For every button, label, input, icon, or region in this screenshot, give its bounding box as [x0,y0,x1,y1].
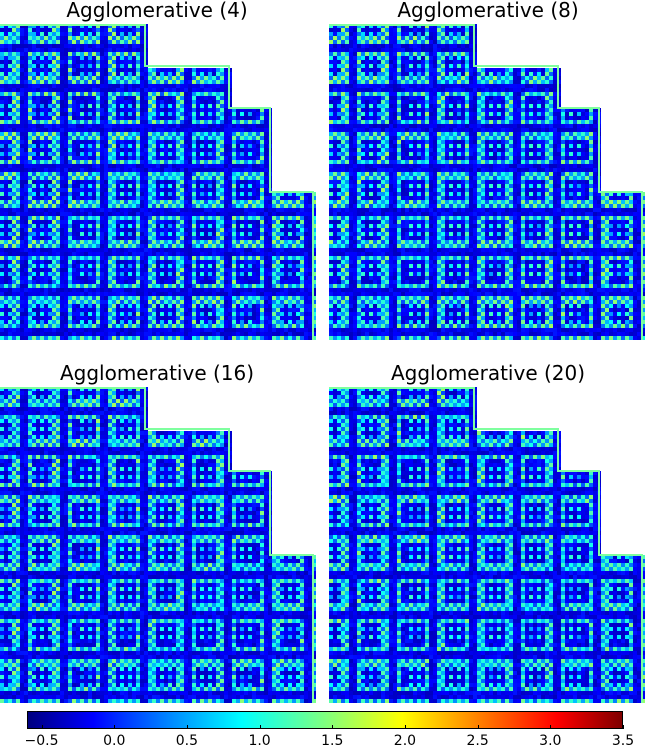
colorbar-tick-mark [623,725,624,729]
heatmap-panel-4 [329,387,645,703]
colorbar-tick-mark [550,725,552,729]
colorbar-tick-label: 1.0 [248,733,270,749]
colorbar [27,711,623,729]
colorbar-tick-label: 3.5 [612,733,634,749]
colorbar-tick-mark [114,725,116,729]
panel-title-1: Agglomerative (4) [0,0,317,20]
colorbar-tick-label: 3.0 [539,733,561,749]
colorbar-gradient [27,711,623,729]
colorbar-tick-label: 0.5 [176,733,198,749]
colorbar-tick-mark [186,725,188,729]
heatmap-panel-1 [0,24,316,340]
panel-title-3: Agglomerative (16) [0,363,317,383]
heatmap-panel-2 [329,24,645,340]
colorbar-tick-mark [332,725,334,729]
panel-title-4: Agglomerative (20) [328,363,645,383]
colorbar-tick-label: 0.0 [103,733,125,749]
panel-title-2: Agglomerative (8) [328,0,645,20]
colorbar-tick-mark [259,725,261,729]
colorbar-tick-mark [41,725,43,729]
colorbar-tick-mark [477,725,479,729]
colorbar-tick-label: −0.5 [25,733,59,749]
heatmap-panel-3 [0,387,316,703]
colorbar-tick-mark [404,725,406,729]
colorbar-tick-label: 1.5 [321,733,343,749]
colorbar-tick-label: 2.0 [394,733,416,749]
colorbar-tick-label: 2.5 [466,733,488,749]
